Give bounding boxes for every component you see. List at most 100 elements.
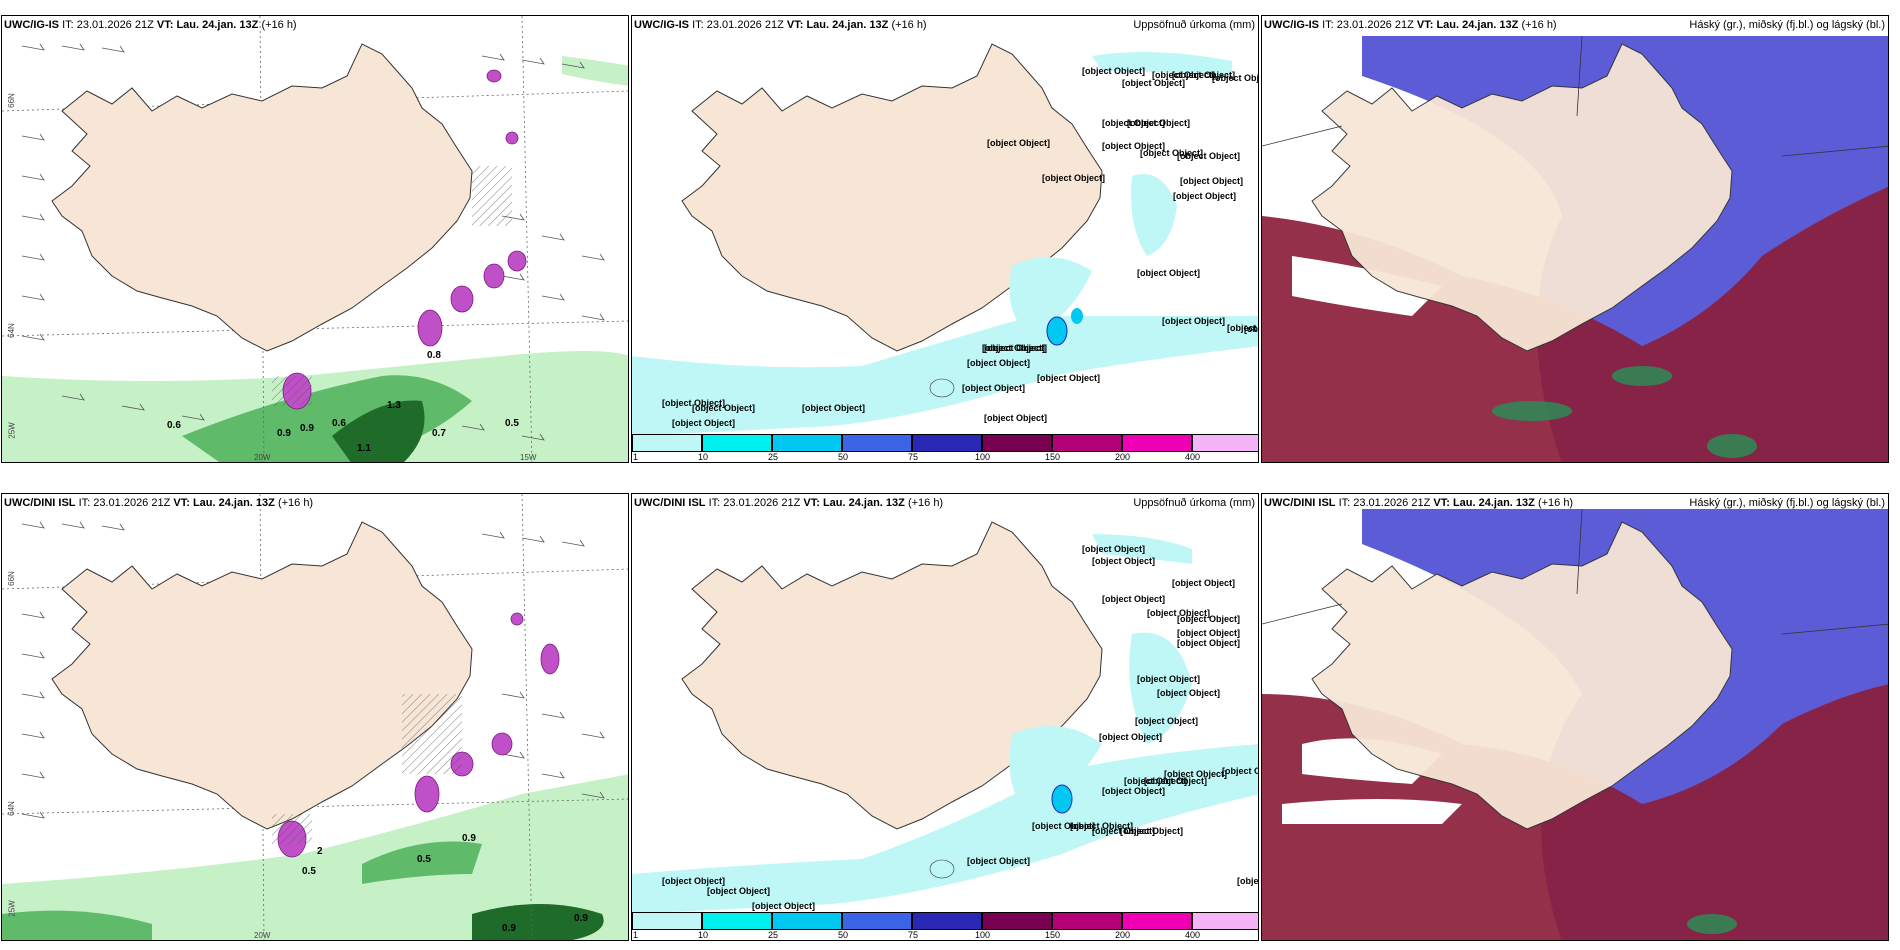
precip-value: [object Object] — [1177, 638, 1240, 648]
wind-barbs — [21, 43, 605, 441]
precip-value: [object Object] — [1147, 608, 1210, 618]
colorbar-tick: 1 — [633, 930, 639, 940]
precip-value: [object Object] — [1124, 776, 1187, 786]
precip-value: [object Object] — [1172, 578, 1235, 588]
precip-value: [object Object] — [1164, 769, 1227, 779]
precip-value: [object Object] — [692, 403, 755, 413]
lon-label: 20W — [254, 453, 271, 462]
lat-label: 66N — [6, 571, 16, 586]
colorbar-swatch — [632, 434, 702, 452]
colorbar-swatch — [912, 434, 982, 452]
panel-precip-igis: [object Object] [object Object] [object … — [631, 15, 1259, 463]
gust-value: 0.5 — [417, 854, 431, 865]
colorbar-swatch — [702, 912, 772, 930]
lat-label: 66N — [6, 93, 16, 108]
gust-value: 0.9 — [300, 423, 314, 434]
precip-value: [object Object] — [1102, 118, 1165, 128]
precip-value: [object Object] — [1137, 674, 1200, 684]
gust-value: 0.5 — [302, 866, 316, 877]
precip-value: [object Object] — [1137, 268, 1200, 278]
precip-value: [object Object] — [1177, 151, 1240, 161]
cloud-map — [1262, 16, 1888, 462]
precip-value: [object Object] — [1070, 821, 1133, 831]
colorbar-swatch — [1122, 912, 1192, 930]
precip-values: [object Object] [object Object] [object … — [662, 66, 1258, 428]
lon-label: 25W — [7, 900, 17, 917]
precip-value: [object Object] — [1237, 876, 1259, 886]
colorbar-swatch — [772, 912, 842, 930]
colorbar-swatch — [982, 434, 1052, 452]
gust-value: 0.9 — [277, 428, 291, 439]
panel-precip-dini: [object Object] [object Object] [object … — [631, 493, 1259, 941]
panel-header: UWC/IG-IS IT: 23.01.2026 21Z VT: Lau. 24… — [1264, 19, 1557, 31]
colorbar-tick: 25 — [768, 452, 779, 462]
precip-value: [object Object] — [707, 886, 770, 896]
precip-value: [object Object] — [1173, 191, 1236, 201]
gust-values: 0.6 0.9 0.9 0.6 1.3 0.7 0.5 1.1 0.8 — [167, 350, 519, 454]
precip-value: [object Object] — [967, 856, 1030, 866]
high-cloud-area — [1492, 401, 1572, 421]
colorbar-tick: 100 — [975, 452, 991, 462]
colorbar-tick: 400 — [1185, 452, 1201, 462]
gust-value: 0.5 — [505, 418, 519, 429]
precip-value: [object Object] — [752, 901, 815, 911]
gust-area-max — [332, 400, 425, 462]
precip-value: [object Object] — [1092, 556, 1155, 566]
gust-value: 0.8 — [427, 350, 441, 361]
colorbar-tick: 50 — [838, 452, 849, 462]
cloud-map — [1262, 494, 1888, 940]
colorbar-tick: 400 — [1185, 930, 1201, 940]
precip-value: [object Object] — [1152, 70, 1215, 80]
colorbar-swatch — [1052, 912, 1122, 930]
wind-map: 0.9 0.5 0.5 2 0.9 0.9 — [2, 494, 628, 940]
precip-value: [object Object] — [1157, 688, 1220, 698]
gust-value: 1.3 — [387, 400, 401, 411]
precip-value: [object Object] — [802, 403, 865, 413]
precip-value: [object Object] — [967, 358, 1030, 368]
precip-value: [object Object] — [662, 398, 725, 408]
panel-wind-dini: 0.9 0.5 0.5 2 0.9 0.9 UWC/DINI ISL IT: 2… — [1, 493, 629, 941]
precip-value: [object Object] — [1042, 173, 1105, 183]
precip-value: [object Object] — [1037, 373, 1100, 383]
precip-value: [object Object] — [1144, 776, 1207, 786]
precip-value: [object Object] — [984, 413, 1047, 423]
colorbar: 1 10 25 50 75 100 150 200 400 — [632, 912, 1258, 940]
gust-value: 0.6 — [332, 418, 346, 429]
precip-value: [object Object] — [1127, 118, 1190, 128]
colorbar-swatch — [1192, 912, 1258, 930]
precip-value: [object Object] — [1099, 732, 1162, 742]
precip-value: [object Object] — [1140, 148, 1203, 158]
gust-value: 0.9 — [502, 923, 516, 934]
colorbar-tick: 10 — [698, 930, 709, 940]
lon-label: 15W — [520, 453, 537, 462]
precip-area-light — [632, 316, 1258, 436]
precip-value: [object Object] — [1102, 594, 1165, 604]
colorbar-tick: 50 — [838, 930, 849, 940]
colorbar-tick: 25 — [768, 930, 779, 940]
gust-value: 0.9 — [574, 913, 588, 924]
precip-value: [object Object] — [982, 343, 1045, 353]
panel-wind-igis: 0.6 0.9 0.9 0.6 1.3 0.7 0.5 1.1 0.8 UWC/… — [1, 15, 629, 463]
gust-value: 2 — [317, 846, 323, 857]
precip-map: [object Object] [object Object] [object … — [632, 16, 1258, 436]
panel-header: UWC/IG-IS IT: 23.01.2026 21Z VT: Lau. 24… — [4, 19, 297, 31]
colorbar-swatch — [912, 912, 982, 930]
colorbar: 1 10 25 50 75 100 150 200 400 — [632, 434, 1258, 462]
panel-header: UWC/DINI ISL IT: 23.01.2026 21Z VT: Lau.… — [634, 497, 944, 509]
precip-value: [object Object] — [1122, 78, 1185, 88]
precip-value: [object Object] — [1092, 826, 1155, 836]
gust-value: 0.7 — [432, 428, 446, 439]
precip-value: [object Object] — [662, 876, 725, 886]
gust-value: 0.6 — [167, 420, 181, 431]
panel-header: UWC/DINI ISL IT: 23.01.2026 21Z VT: Lau.… — [1264, 497, 1574, 509]
precip-value: [object Object] — [1135, 716, 1198, 726]
colorbar-tick: 150 — [1045, 930, 1061, 940]
colorbar-swatch — [1122, 434, 1192, 452]
precip-value: [object Object] — [987, 138, 1050, 148]
precip-value: [object Object] — [1162, 316, 1225, 326]
panel-subtitle: Háský (gr.), miðský (fj.bl.) og lágský (… — [1689, 19, 1885, 31]
precip-value: [object Object] — [1102, 786, 1165, 796]
precip-value: [object Object] — [1180, 176, 1243, 186]
wind-map: 0.6 0.9 0.9 0.6 1.3 0.7 0.5 1.1 0.8 — [2, 16, 628, 462]
colorbar-swatch — [982, 912, 1052, 930]
